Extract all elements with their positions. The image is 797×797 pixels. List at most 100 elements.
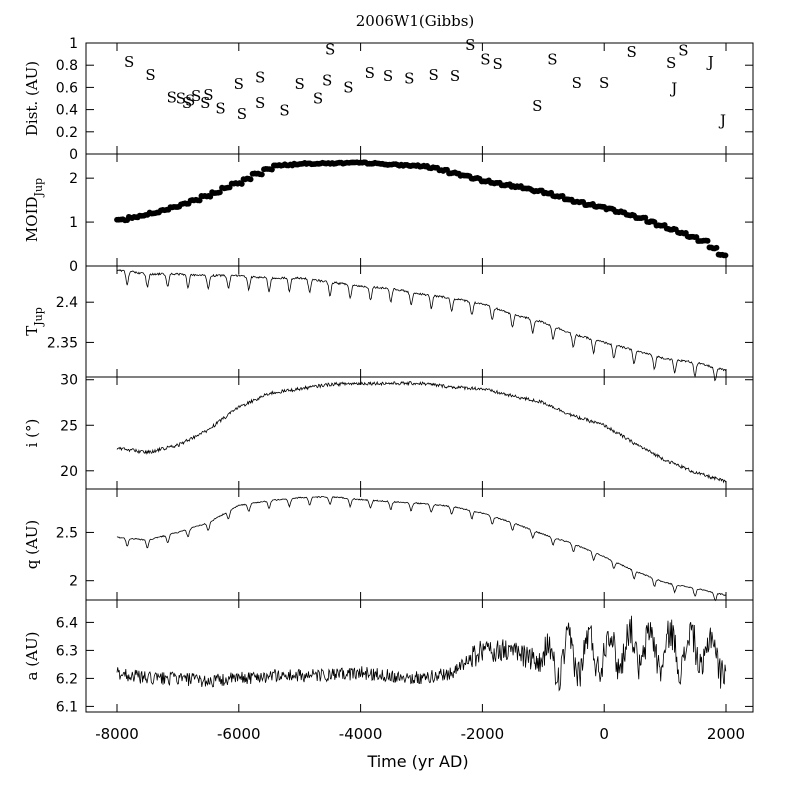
panel-frame [85, 376, 754, 490]
x-tick-label: -8000 [95, 725, 139, 743]
y-axis-label: Dist. (AU) [23, 61, 41, 136]
y-tick-label: 6.2 [56, 671, 78, 687]
encounter-marker: S [678, 42, 688, 60]
series-line-a [116, 615, 727, 692]
encounter-marker: S [215, 99, 225, 117]
encounter-marker: S [450, 67, 460, 85]
encounter-marker: S [295, 75, 305, 93]
y-tick-label: 30 [60, 373, 78, 389]
y-tick-label: 1 [69, 215, 78, 231]
encounter-marker: S [255, 94, 265, 112]
moid-point [722, 252, 729, 259]
y-tick-label: 1 [69, 36, 78, 52]
moid-point [207, 193, 214, 200]
encounter-marker: S [279, 102, 289, 120]
y-tick-label: 25 [60, 418, 78, 434]
panel-a: 6.1 6.2 6.3 6.4 a (AU) [23, 599, 754, 715]
encounter-marker: S [145, 66, 155, 84]
moid-point [247, 176, 254, 183]
panel-q: 2 2.5 q (AU) [23, 488, 754, 602]
y-axis-label-text: T [23, 326, 41, 336]
x-tick-label: 0 [599, 725, 609, 743]
encounter-marker: S [255, 68, 265, 86]
panel-tjup: 2.35 2.4 TJup [23, 265, 754, 382]
encounter-marker: S [182, 94, 192, 112]
y-tick-label: 0 [69, 147, 78, 163]
encounter-marker: S [365, 64, 375, 82]
chart-title: 2006W1(Gibbs) [356, 12, 475, 30]
y-axis-label-text: q (AU) [23, 520, 41, 570]
encounter-marker: J [669, 79, 677, 97]
series-line-tjup [116, 269, 727, 382]
panel-frame [85, 599, 754, 713]
y-tick-label: 0.6 [56, 80, 78, 96]
encounter-marker: S [322, 72, 332, 90]
encounter-marker: S [429, 66, 439, 84]
moid-point [713, 244, 720, 251]
encounter-marker: S [176, 89, 186, 107]
y-axis-label-text: a (AU) [23, 632, 41, 681]
panel-frame [85, 153, 754, 267]
y-axis-label-text: Dist. (AU) [23, 61, 41, 136]
y-tick-label: 2 [69, 574, 78, 590]
encounter-marker: S [492, 55, 502, 73]
y-axis-label-sub: Jup [32, 307, 45, 327]
y-axis-label: q (AU) [23, 520, 41, 570]
encounter-marker: S [200, 94, 210, 112]
y-tick-label: 0 [69, 259, 78, 275]
encounter-marker: S [532, 97, 542, 115]
encounter-marker: S [343, 78, 353, 96]
y-tick-label: 20 [60, 464, 78, 480]
y-tick-label: 2.35 [47, 335, 78, 351]
y-tick-label: 2.4 [56, 295, 78, 311]
encounter-marker: S [167, 88, 177, 106]
encounter-marker: S [572, 74, 582, 92]
x-tick-label: -2000 [461, 725, 505, 743]
encounter-marker: S [237, 105, 247, 123]
encounter-marker: S [666, 54, 676, 72]
encounter-marker: S [404, 69, 414, 87]
panel-incl: 20 25 30 i (°) [23, 373, 754, 490]
y-tick-label: 2 [69, 171, 78, 187]
moid-point [704, 237, 711, 244]
encounter-marker: J [706, 53, 714, 71]
panel-moid: 0 1 2 MOIDJup [23, 153, 754, 275]
y-axis-label: MOIDJup [23, 178, 45, 242]
y-axis-label-text: MOID [23, 196, 41, 242]
encounter-marker: S [191, 87, 201, 105]
encounter-marker: S [599, 74, 609, 92]
x-axis-ticks: -8000 -6000 -4000 -2000 0 2000 [95, 725, 745, 743]
encounter-marker: S [234, 75, 244, 93]
y-tick-label: 2.5 [56, 525, 78, 541]
x-tick-label: 2000 [707, 725, 745, 743]
x-tick-label: -6000 [217, 725, 261, 743]
encounter-marker: J [718, 112, 726, 130]
x-axis-label: Time (yr AD) [366, 752, 468, 771]
y-axis-label: TJup [23, 307, 45, 336]
y-tick-label: 0.4 [56, 103, 78, 119]
y-tick-label: 6.4 [56, 615, 78, 631]
y-axis-label: a (AU) [23, 632, 41, 681]
encounter-marker: S [547, 51, 557, 69]
encounter-marker: S [313, 89, 323, 107]
series-line-incl [116, 380, 727, 484]
moid-point [196, 197, 203, 204]
encounter-marker: S [124, 53, 134, 71]
y-tick-label: 6.3 [56, 643, 78, 659]
moid-point [216, 189, 223, 196]
encounter-marker: S [203, 86, 213, 104]
x-tick-label: -4000 [339, 725, 383, 743]
moid-point [238, 181, 245, 187]
series-line-q [116, 495, 727, 602]
encounter-marker: S [325, 41, 335, 59]
encounter-marker: S [383, 67, 393, 85]
encounter-marker: S [626, 43, 636, 61]
encounter-marker: S [465, 36, 475, 54]
y-axis-label-sub: Jup [32, 178, 45, 198]
y-axis-label-text: i (°) [23, 419, 41, 448]
encounter-marker: S [185, 92, 195, 110]
y-tick-label: 0.8 [56, 58, 78, 74]
